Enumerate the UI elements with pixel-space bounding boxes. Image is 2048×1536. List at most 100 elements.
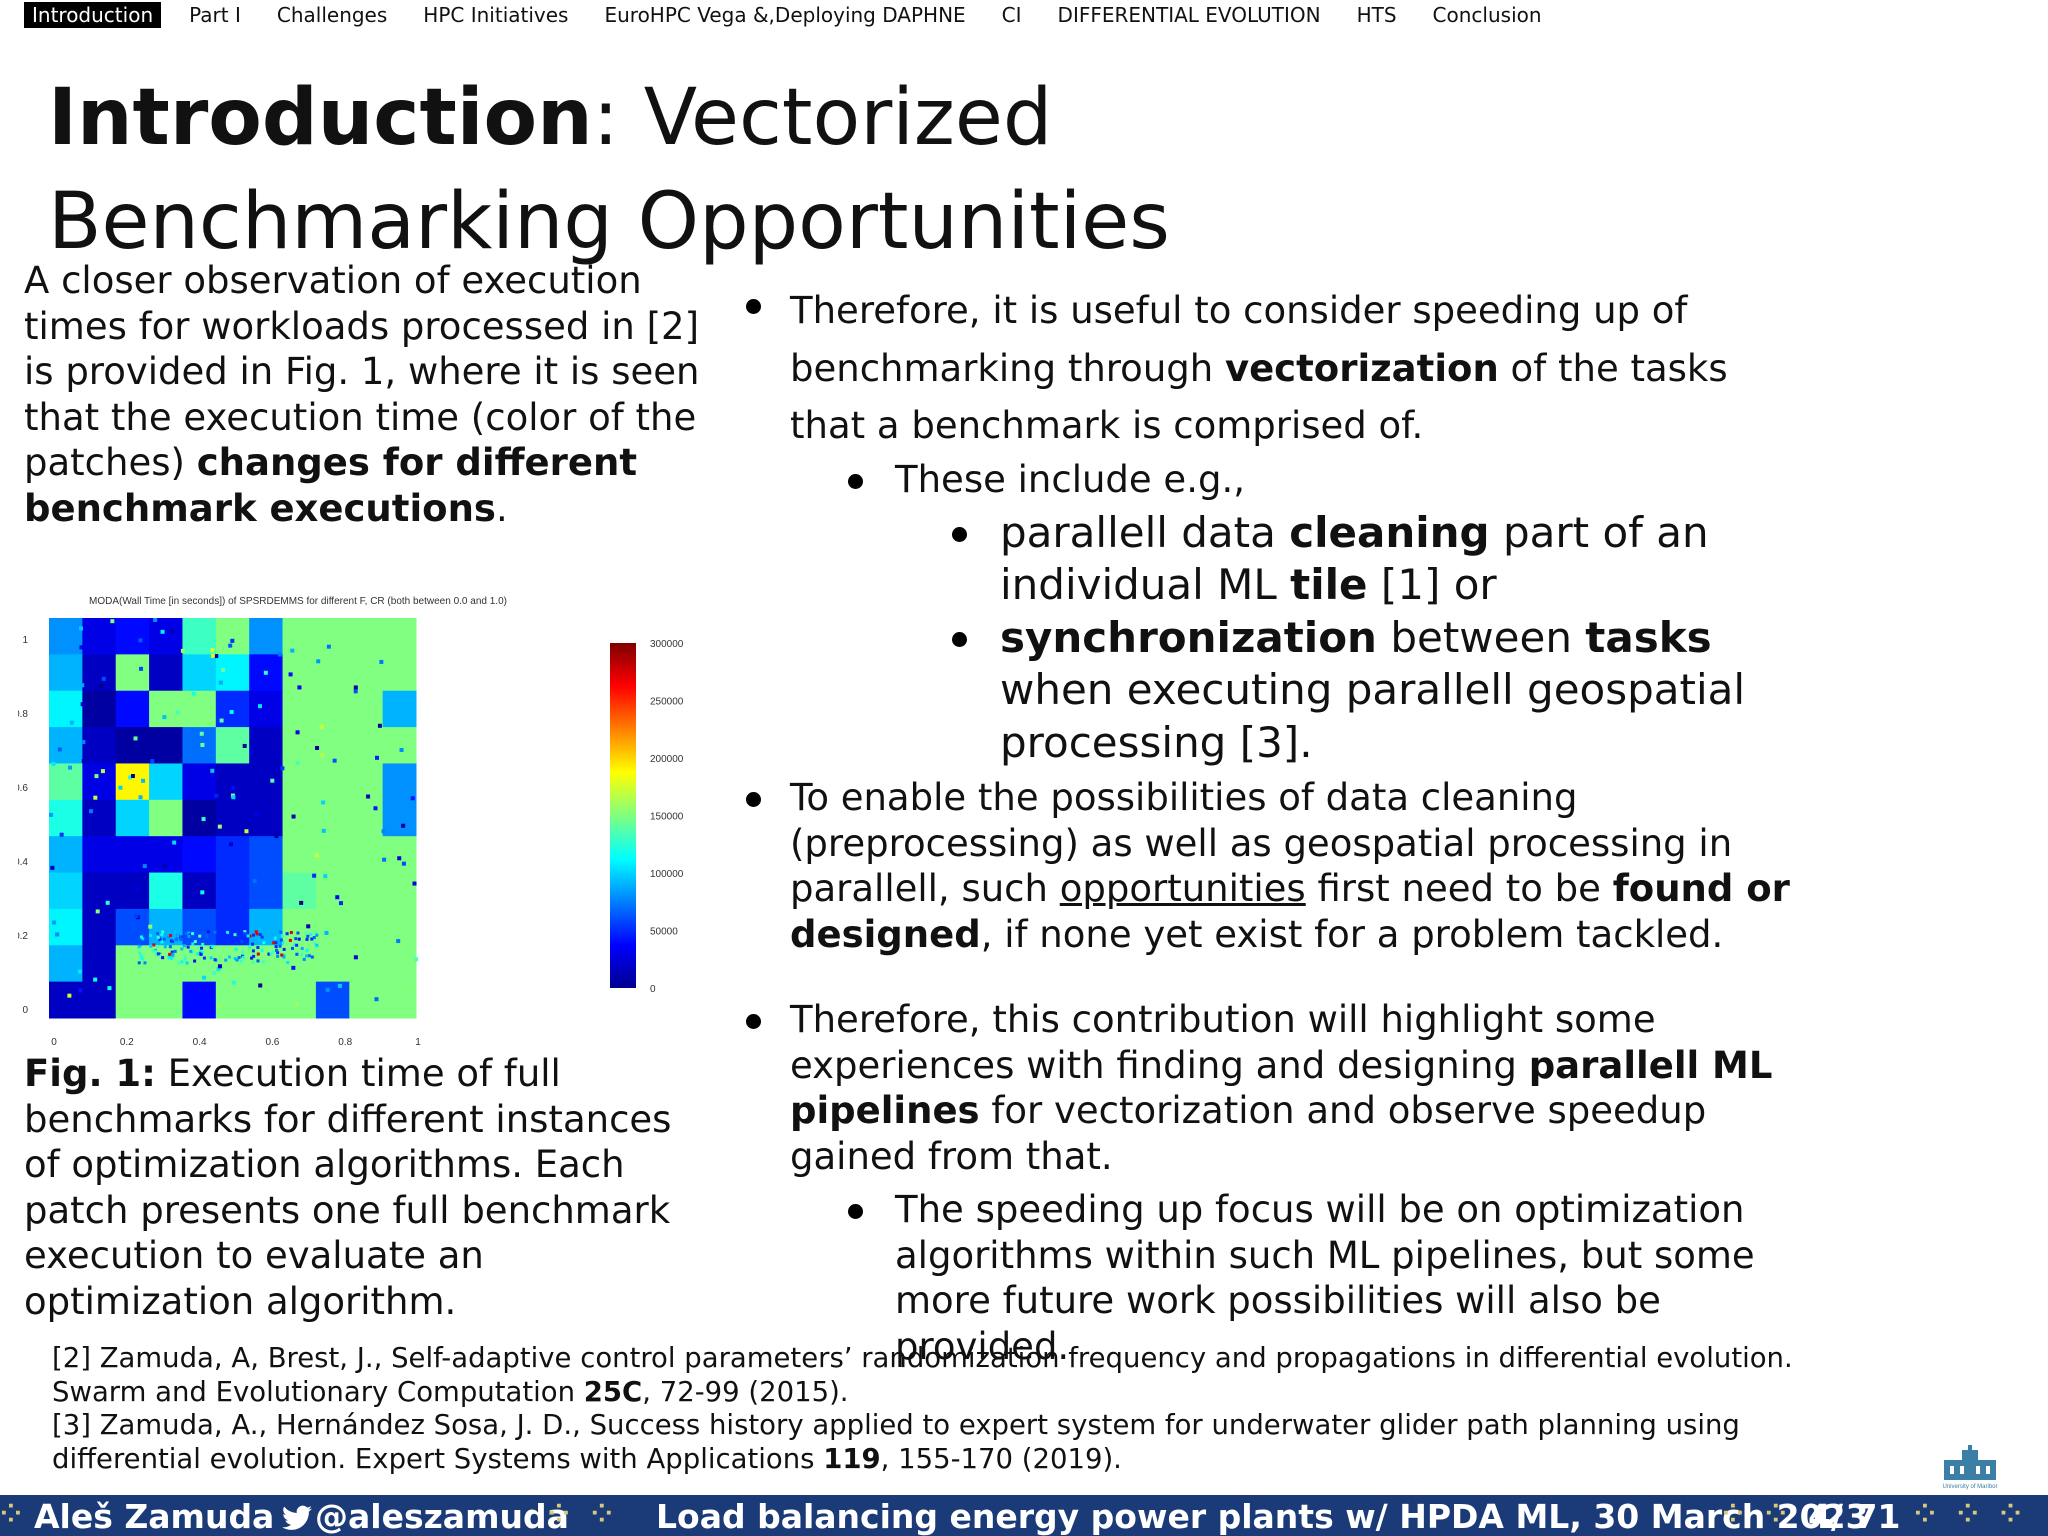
sample-point [118,785,123,790]
sample-point [237,956,241,960]
sample-point [167,956,171,960]
sample-point [255,932,259,936]
heatmap-cell [315,945,350,983]
heatmap-cell [349,945,384,983]
sample-point [256,945,260,949]
colorbar [610,643,636,988]
colorbar-tick-label: 250000 [650,697,684,708]
sample-point [305,948,309,952]
title-rest: : Vectorized Benchmarking Opportunities [48,73,1170,267]
nav-item-conclusion[interactable]: Conclusion [1432,3,1542,27]
sample-point [93,977,98,982]
heatmap-cell [49,763,83,801]
heatmap-cell [215,799,250,837]
sample-point [202,956,206,960]
sample-point [243,930,247,934]
twitter-icon[interactable] [282,1497,312,1536]
sample-point [162,864,167,869]
heatmap-cell [182,908,217,946]
sample-point [170,956,174,960]
sample-point [338,901,343,906]
sample-point [353,685,358,690]
sample-point [228,842,233,847]
heatmap-cell [115,799,150,837]
footer-page-number: 4/ 71 [1808,1497,1901,1536]
star-pattern-icon-4: ⁘ ⁘ ⁘ [1914,1499,2028,1529]
sample-point [396,939,401,944]
sample-point [379,659,384,664]
sample-point [135,886,140,891]
sample-point [105,900,110,905]
bullet-data-cleaning: parallell data cleaning part of an indiv… [740,507,1800,612]
sample-point [302,957,306,961]
x-tick-label: 1 [415,1037,421,1048]
sample-point [263,670,268,675]
heatmap-cell [182,654,217,692]
y-tick-label: 0.6 [18,783,28,794]
sample-point [55,932,60,937]
nav-item-differential-evolution[interactable]: DIFFERENTIAL EVOLUTION [1057,3,1321,27]
heatmap-cell [315,908,350,946]
nav-item-eurohpc[interactable]: EuroHPC Vega &,Deploying DAPHNE [604,3,966,27]
sample-point [256,952,260,956]
b3-text: Therefore, this contribution will highli… [790,998,1656,1087]
sample-point [260,935,264,939]
heatmap-cell [115,872,150,910]
intro-end: . [495,486,508,530]
heatmap-cell [349,908,384,946]
footer-handle[interactable]: @aleszamuda [315,1497,569,1536]
sample-point [280,953,284,957]
sample-point [210,648,215,653]
nav-item-introduction[interactable]: Introduction [24,2,162,28]
sample-point [282,947,286,951]
sample-point [95,909,100,914]
b1-text-end: of the tasks that a benchmark is compris… [790,346,1728,448]
sample-point [196,952,200,956]
nav-item-hts[interactable]: HTS [1356,3,1397,27]
nav-item-ci[interactable]: CI [1001,3,1022,27]
nav-item-part-i[interactable]: Part I [189,3,241,27]
sample-point [198,934,202,938]
sample-point [410,796,415,801]
heatmap-cell [49,618,83,655]
sample-point [134,913,139,918]
nav-item-challenges[interactable]: Challenges [276,3,388,27]
sample-point [321,828,326,833]
opportunities-link[interactable]: opportunities [1059,867,1306,910]
heatmap-cell [115,908,150,946]
sample-point [205,932,209,936]
sample-point [251,949,255,953]
sample-point [49,812,54,817]
sample-point [278,652,283,657]
sample-point [280,766,285,771]
slide-title: Introduction: Vectorized Benchmarking Op… [48,66,1548,274]
heatmap-cell [315,690,350,728]
intro-text: A closer observation of execution times … [24,259,700,484]
sample-point [177,961,181,965]
sample-point [324,930,329,935]
sample-point [233,933,237,937]
sample-point [176,934,180,938]
heatmap-cell [115,618,150,655]
sample-point [219,718,224,723]
b1a1-text-2: part of an individual ML [1000,507,1709,610]
sample-point [210,768,215,773]
reference-2: [2] Zamuda, A, Brest, J., Self-adaptive … [52,1342,1852,1409]
b1a1-text: parallell data [1000,507,1290,557]
sample-point [244,829,249,834]
caption-label: Fig. 1: [24,1052,156,1095]
heatmap-cell [115,727,150,764]
heatmap-cell [149,872,183,910]
heatmap-cell [249,799,284,837]
sample-point [295,730,300,735]
reference-3: [3] Zamuda, A., Hernández Sosa, J. D., S… [52,1409,1852,1476]
nav-item-hpc-initiatives[interactable]: HPC Initiatives [423,3,569,27]
sample-point [162,937,166,941]
sample-point [252,878,257,883]
sample-point [148,924,153,929]
sample-point [168,945,172,949]
heatmap-cell [249,690,284,728]
sample-point [174,937,178,941]
heatmap-cell [315,836,350,874]
sample-point [81,740,86,745]
